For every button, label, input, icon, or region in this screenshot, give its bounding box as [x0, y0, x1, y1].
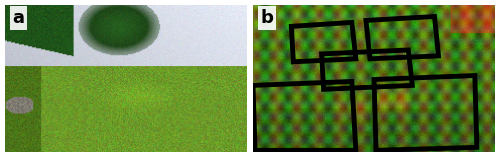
Text: b: b [260, 9, 273, 27]
Text: a: a [12, 9, 24, 27]
